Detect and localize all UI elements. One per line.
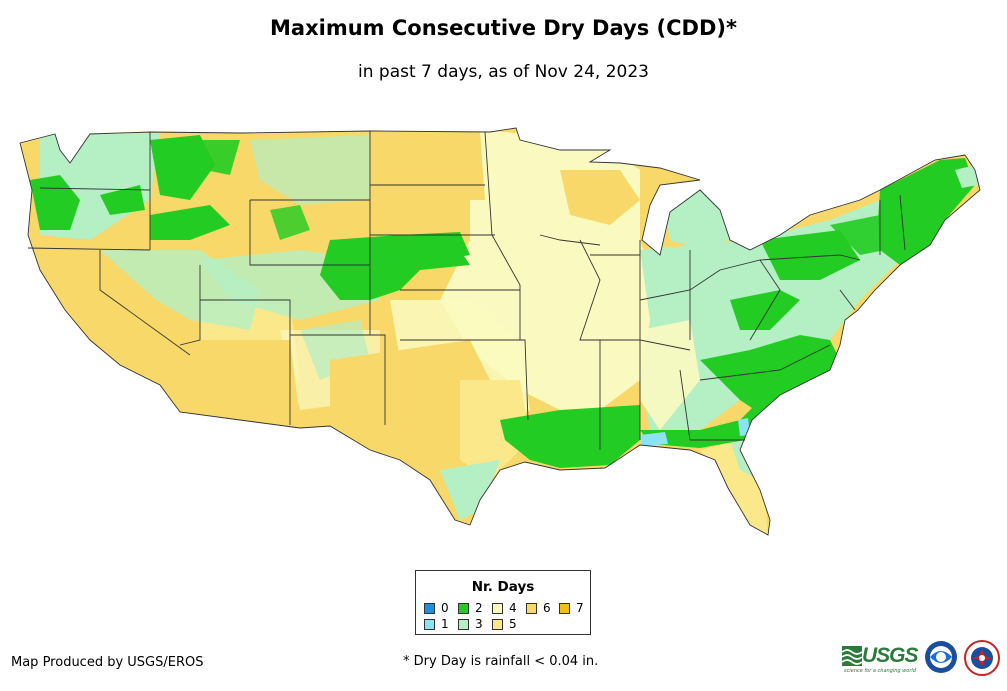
legend-item-5: 5 <box>492 617 517 631</box>
legend-item-2: 2 <box>458 601 483 615</box>
map-credit: Map Produced by USGS/EROS <box>11 655 204 670</box>
dry-day-footnote: * Dry Day is rainfall < 0.04 in. <box>403 654 599 669</box>
legend-title: Nr. Days <box>471 579 535 595</box>
map-legend: Nr. Days 0 1 2 3 4 5 6 7 <box>415 570 591 635</box>
legend-label-7: 7 <box>576 601 584 615</box>
legend-item-0: 0 <box>424 601 449 615</box>
legend-label-2: 2 <box>475 601 483 615</box>
usgs-wordmark: USGS <box>862 644 919 667</box>
usgs-wave-icon <box>842 646 862 666</box>
legend-swatch-7 <box>559 602 570 614</box>
usgs-tagline: science for a changing world <box>844 668 916 674</box>
legend-label-4: 4 <box>509 601 517 615</box>
legend-label-3: 3 <box>475 617 483 631</box>
legend-item-3: 3 <box>458 617 483 631</box>
legend-swatch-4 <box>492 602 503 614</box>
legend-swatch-1 <box>424 618 435 630</box>
map-subtitle: in past 7 days, as of Nov 24, 2023 <box>358 62 649 82</box>
usgs-logo: USGS <box>842 644 919 668</box>
legend-swatch-5 <box>492 618 503 630</box>
map-title: Maximum Consecutive Dry Days (CDD)* <box>270 16 737 40</box>
legend-swatch-0 <box>424 602 435 614</box>
legend-swatch-6 <box>526 602 537 614</box>
legend-item-7: 7 <box>559 601 584 615</box>
legend-label-0: 0 <box>441 601 449 615</box>
legend-swatch-2 <box>458 602 469 614</box>
legend-item-4: 4 <box>492 601 517 615</box>
legend-swatch-3 <box>458 618 469 630</box>
legend-label-1: 1 <box>441 617 449 631</box>
state-boundaries <box>19 127 981 536</box>
legend-label-5: 5 <box>509 617 517 631</box>
legend-item-1: 1 <box>424 617 449 631</box>
agency-logos: USGS science for a changing world <box>842 640 1002 680</box>
noaa-logo <box>925 641 957 673</box>
legend-label-6: 6 <box>543 601 551 615</box>
nws-logo <box>964 640 1000 676</box>
legend-item-6: 6 <box>526 601 551 615</box>
